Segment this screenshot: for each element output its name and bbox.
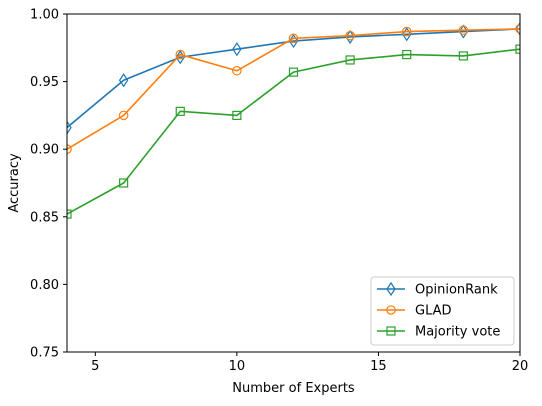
majority-vote-point xyxy=(458,51,468,61)
opinionrank-point xyxy=(118,73,129,88)
majority-vote-point xyxy=(515,44,520,54)
legend-label: OpinionRank xyxy=(415,283,498,298)
series-opinionrank xyxy=(67,21,520,135)
legend-entry-opinionrank: OpinionRank xyxy=(377,281,498,298)
y-axis-label: Accuracy xyxy=(7,153,22,213)
y-tick-label: 0.85 xyxy=(30,210,59,225)
y-tick-label: 0.80 xyxy=(30,278,59,293)
series-majority-vote xyxy=(67,44,520,219)
series-glad xyxy=(67,24,520,154)
x-tick-label: 15 xyxy=(370,359,387,374)
y-tick-label: 0.95 xyxy=(30,75,59,90)
glad-point xyxy=(175,49,186,60)
legend-entry-glad: GLAD xyxy=(377,304,452,319)
glad-point xyxy=(345,30,355,41)
majority-vote-point xyxy=(67,209,72,219)
axes-frame xyxy=(66,13,521,353)
legend-box xyxy=(370,276,515,346)
x-tick-label: 20 xyxy=(512,359,529,374)
majority-vote-point xyxy=(232,110,242,121)
axis-ticks: 5 10 15 20 0.75 0.80 0.85 0.90 0.95 1.00 xyxy=(30,8,528,375)
legend-swatch-marker xyxy=(386,281,396,297)
legend-swatch-marker xyxy=(386,326,396,336)
glad-point xyxy=(118,110,129,121)
legend-label: Majority vote xyxy=(415,325,500,340)
x-axis-label: Number of Experts xyxy=(232,381,355,396)
legend-entry-majority-vote: Majority vote xyxy=(377,325,500,340)
majority-vote-point xyxy=(119,178,129,188)
opinionrank-point xyxy=(232,42,242,57)
legend: OpinionRank GLAD Majority vote xyxy=(370,276,515,346)
opinionrank-point xyxy=(515,21,520,36)
majority-vote-point xyxy=(402,49,412,60)
glad-point xyxy=(401,26,412,37)
majority-vote-line xyxy=(67,48,520,215)
plot-area xyxy=(67,21,520,219)
majority-vote-point xyxy=(345,55,355,65)
opinionrank-line xyxy=(67,28,520,129)
y-tick-label: 0.90 xyxy=(30,143,59,158)
legend-label: GLAD xyxy=(415,304,452,319)
legend-swatch-marker xyxy=(386,305,396,315)
x-tick-label: 5 xyxy=(91,359,99,374)
majority-vote-point xyxy=(175,106,185,116)
y-tick-label: 1.00 xyxy=(30,8,59,23)
majority-vote-point xyxy=(288,67,299,77)
glad-point xyxy=(288,33,299,44)
y-tick-label: 0.75 xyxy=(30,346,59,361)
x-tick-label: 10 xyxy=(229,359,246,374)
glad-line xyxy=(67,28,520,150)
opinionrank-point xyxy=(67,120,72,135)
glad-point xyxy=(67,144,72,154)
glad-point xyxy=(232,65,242,76)
glad-point xyxy=(458,25,469,36)
